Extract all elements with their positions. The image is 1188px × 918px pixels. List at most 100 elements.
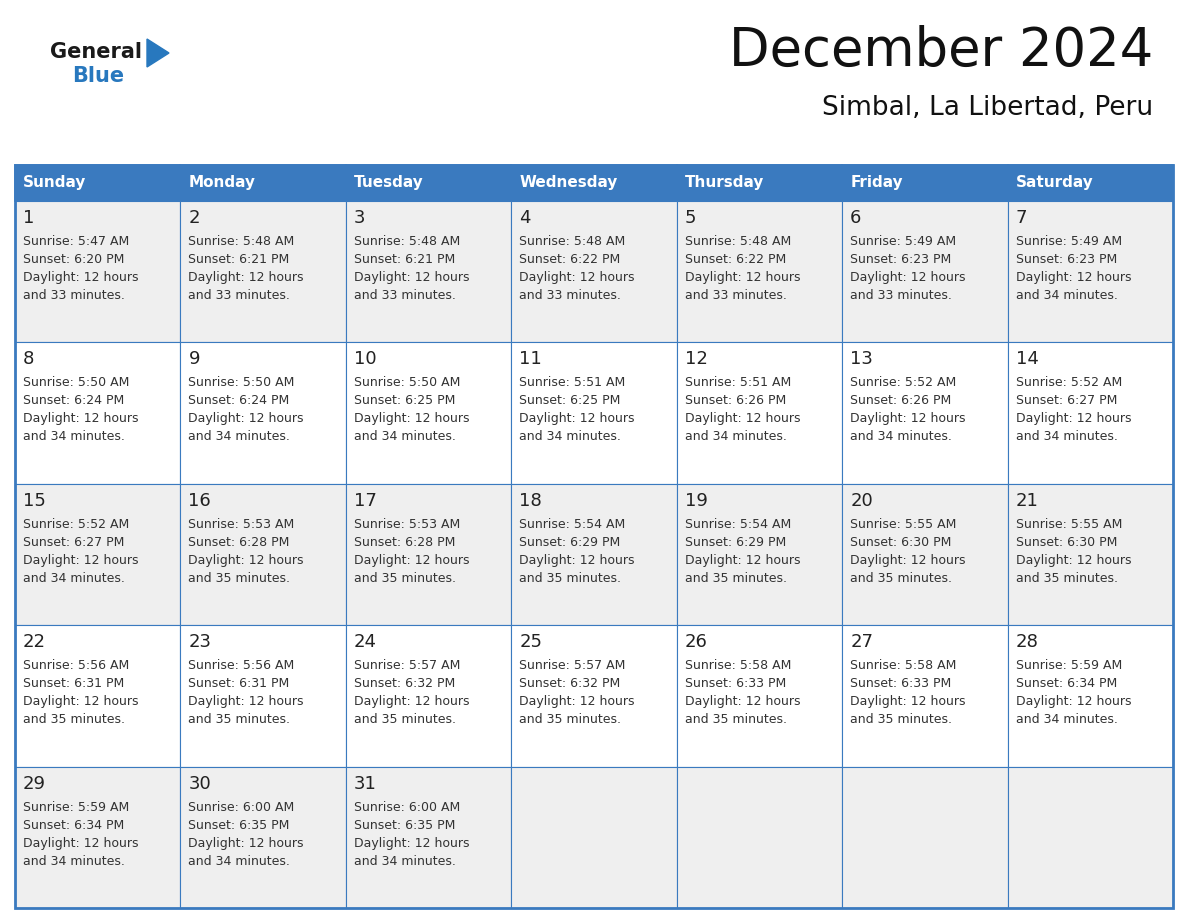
Text: 19: 19 [684,492,708,509]
Text: and 33 minutes.: and 33 minutes. [851,289,952,302]
Text: Daylight: 12 hours: Daylight: 12 hours [684,554,801,566]
Text: and 35 minutes.: and 35 minutes. [519,572,621,585]
Text: Sunrise: 5:50 AM: Sunrise: 5:50 AM [23,376,129,389]
Text: Sunset: 6:29 PM: Sunset: 6:29 PM [519,536,620,549]
Bar [677,201,842,342]
Text: and 34 minutes.: and 34 minutes. [23,855,125,868]
Text: Sunset: 6:21 PM: Sunset: 6:21 PM [354,253,455,266]
Text: Daylight: 12 hours: Daylight: 12 hours [851,695,966,708]
Text: Sunrise: 5:49 AM: Sunrise: 5:49 AM [1016,235,1121,248]
Text: Sunset: 6:32 PM: Sunset: 6:32 PM [354,677,455,690]
Text: Daylight: 12 hours: Daylight: 12 hours [189,271,304,284]
Bar [842,625,1007,767]
Text: and 34 minutes.: and 34 minutes. [684,431,786,443]
Text: Saturday: Saturday [1016,174,1093,190]
Text: Sunrise: 5:54 AM: Sunrise: 5:54 AM [519,518,626,531]
Text: Sunrise: 5:50 AM: Sunrise: 5:50 AM [354,376,460,389]
Text: Wednesday: Wednesday [519,174,618,190]
Text: December 2024: December 2024 [728,25,1154,77]
Text: and 33 minutes.: and 33 minutes. [684,289,786,302]
Text: Daylight: 12 hours: Daylight: 12 hours [189,836,304,849]
Text: Sunset: 6:32 PM: Sunset: 6:32 PM [519,677,620,690]
Text: Sunset: 6:21 PM: Sunset: 6:21 PM [189,253,290,266]
Text: Sunrise: 5:48 AM: Sunrise: 5:48 AM [354,235,460,248]
Text: Sunset: 6:35 PM: Sunset: 6:35 PM [189,819,290,832]
Text: and 33 minutes.: and 33 minutes. [519,289,621,302]
Text: Sunrise: 5:58 AM: Sunrise: 5:58 AM [851,659,956,672]
Text: 18: 18 [519,492,542,509]
Bar [511,201,677,342]
Text: Simbal, La Libertad, Peru: Simbal, La Libertad, Peru [822,95,1154,121]
Bar [181,625,346,767]
Text: and 34 minutes.: and 34 minutes. [23,431,125,443]
Text: 30: 30 [189,775,211,792]
Text: Sunrise: 5:51 AM: Sunrise: 5:51 AM [684,376,791,389]
Bar [181,165,346,201]
Text: Sunrise: 5:57 AM: Sunrise: 5:57 AM [519,659,626,672]
Text: 10: 10 [354,351,377,368]
Text: Sunset: 6:30 PM: Sunset: 6:30 PM [1016,536,1117,549]
Text: 4: 4 [519,209,531,227]
Bar [15,201,181,342]
Text: Daylight: 12 hours: Daylight: 12 hours [354,412,469,425]
Text: Monday: Monday [189,174,255,190]
Text: and 34 minutes.: and 34 minutes. [189,855,290,868]
Text: Daylight: 12 hours: Daylight: 12 hours [684,412,801,425]
Bar [1007,201,1173,342]
Text: 29: 29 [23,775,46,792]
Text: Sunset: 6:24 PM: Sunset: 6:24 PM [23,395,125,408]
Bar [346,165,511,201]
Bar [15,767,181,908]
Bar [1007,625,1173,767]
Bar [842,767,1007,908]
Text: Sunset: 6:23 PM: Sunset: 6:23 PM [1016,253,1117,266]
Bar [181,484,346,625]
Text: Sunrise: 5:51 AM: Sunrise: 5:51 AM [519,376,626,389]
Text: 15: 15 [23,492,46,509]
Text: Sunset: 6:33 PM: Sunset: 6:33 PM [851,677,952,690]
Bar [346,342,511,484]
Text: Sunrise: 5:52 AM: Sunrise: 5:52 AM [23,518,129,531]
Text: Sunset: 6:24 PM: Sunset: 6:24 PM [189,395,290,408]
Bar [15,625,181,767]
Bar [842,201,1007,342]
Bar [181,767,346,908]
Text: Sunrise: 6:00 AM: Sunrise: 6:00 AM [189,800,295,813]
Text: Sunset: 6:27 PM: Sunset: 6:27 PM [23,536,125,549]
Text: and 33 minutes.: and 33 minutes. [23,289,125,302]
Text: Daylight: 12 hours: Daylight: 12 hours [189,695,304,708]
Text: 3: 3 [354,209,366,227]
Text: Sunrise: 5:49 AM: Sunrise: 5:49 AM [851,235,956,248]
Text: Sunset: 6:22 PM: Sunset: 6:22 PM [684,253,786,266]
Text: Daylight: 12 hours: Daylight: 12 hours [354,554,469,566]
Text: 26: 26 [684,633,708,651]
Text: Blue: Blue [72,66,124,86]
Bar [842,484,1007,625]
Text: Daylight: 12 hours: Daylight: 12 hours [189,554,304,566]
Text: Sunset: 6:26 PM: Sunset: 6:26 PM [684,395,786,408]
Bar [677,767,842,908]
Text: 12: 12 [684,351,708,368]
Bar [511,165,677,201]
Text: Sunset: 6:30 PM: Sunset: 6:30 PM [851,536,952,549]
Text: 1: 1 [23,209,34,227]
Text: 20: 20 [851,492,873,509]
Text: Sunset: 6:25 PM: Sunset: 6:25 PM [354,395,455,408]
Bar [15,165,181,201]
Text: Sunrise: 5:48 AM: Sunrise: 5:48 AM [519,235,626,248]
Text: Daylight: 12 hours: Daylight: 12 hours [189,412,304,425]
Text: Daylight: 12 hours: Daylight: 12 hours [519,271,634,284]
Text: Daylight: 12 hours: Daylight: 12 hours [851,271,966,284]
Text: and 35 minutes.: and 35 minutes. [851,572,952,585]
Text: Daylight: 12 hours: Daylight: 12 hours [23,412,139,425]
Bar [15,342,181,484]
Bar [677,342,842,484]
Text: 27: 27 [851,633,873,651]
Bar [346,767,511,908]
Text: Daylight: 12 hours: Daylight: 12 hours [519,412,634,425]
Text: and 34 minutes.: and 34 minutes. [851,431,952,443]
Bar [677,625,842,767]
Text: 9: 9 [189,351,200,368]
Text: Thursday: Thursday [684,174,764,190]
Text: and 35 minutes.: and 35 minutes. [851,713,952,726]
